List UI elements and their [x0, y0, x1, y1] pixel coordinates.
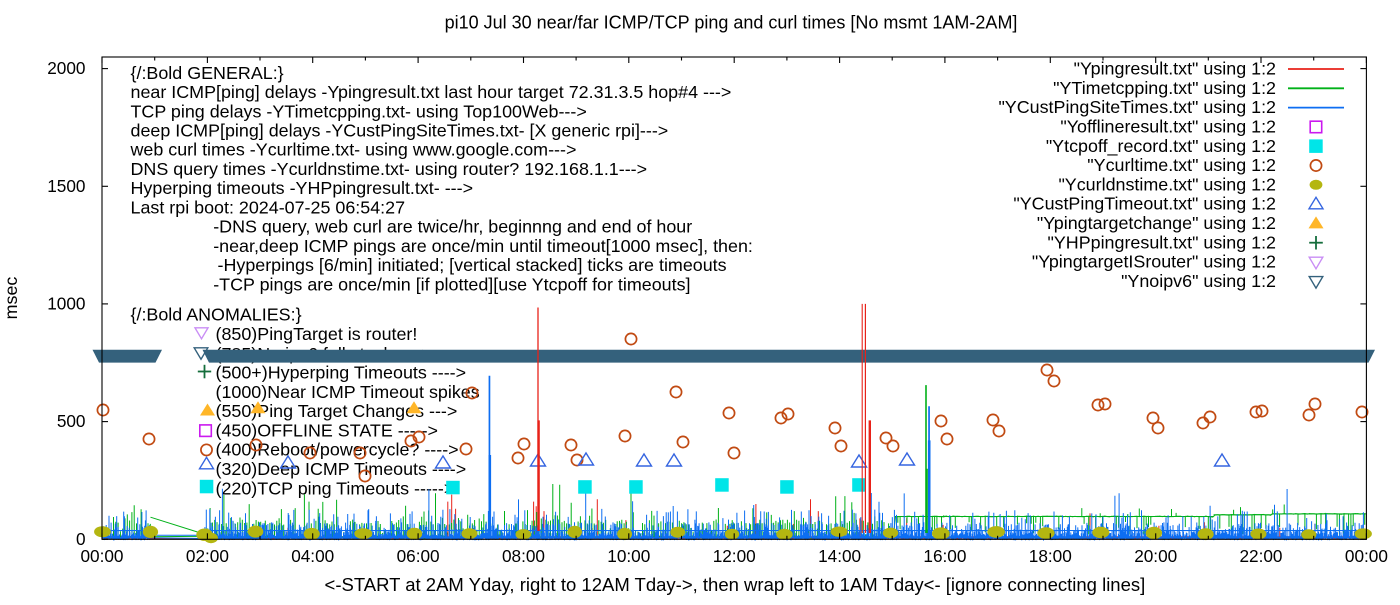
svg-text:10:00: 10:00 — [607, 546, 650, 566]
svg-text:16:00: 16:00 — [923, 546, 966, 566]
svg-text:(500+)Hyperping Timeouts ---->: (500+)Hyperping Timeouts ----> — [216, 363, 467, 383]
svg-text:(450)OFFLINE STATE ----->: (450)OFFLINE STATE -----> — [216, 420, 439, 440]
svg-text:"Yofflineresult.txt" using 1:2: "Yofflineresult.txt" using 1:2 — [1060, 117, 1276, 137]
svg-text:"YTimetcpping.txt" using 1:2: "YTimetcpping.txt" using 1:2 — [1053, 78, 1276, 98]
svg-text:(550)Ping Target Changes --->: (550)Ping Target Changes ---> — [216, 401, 458, 421]
svg-text:22:00: 22:00 — [1239, 546, 1282, 566]
svg-text:pi10 Jul 30 near/far ICMP/TCP: pi10 Jul 30 near/far ICMP/TCP ping and c… — [445, 13, 1018, 33]
svg-text:"Ypingtargetchange" using 1:2: "Ypingtargetchange" using 1:2 — [1037, 213, 1276, 233]
svg-text:1500: 1500 — [47, 176, 85, 196]
svg-text:500: 500 — [57, 411, 86, 431]
svg-text:"YHPpingresult.txt" using 1:2: "YHPpingresult.txt" using 1:2 — [1048, 232, 1277, 252]
svg-text:12:00: 12:00 — [713, 546, 756, 566]
svg-text:06:00: 06:00 — [397, 546, 440, 566]
svg-text:<-START at 2AM Yday, right to: <-START at 2AM Yday, right to 12AM Tday-… — [325, 574, 1146, 595]
svg-text:TCP ping delays -YTimetcpping.: TCP ping delays -YTimetcpping.txt- using… — [131, 101, 587, 121]
svg-text:(1000)Near ICMP Timeout spikes: (1000)Near ICMP Timeout spikes — [216, 382, 480, 402]
svg-text:near ICMP[ping] delays -Ypingr: near ICMP[ping] delays -Ypingresult.txt … — [131, 82, 732, 102]
svg-text:web curl times -Ycurltime.txt-: web curl times -Ycurltime.txt- using www… — [130, 140, 577, 160]
svg-text:{/:Bold ANOMALIES:}: {/:Bold ANOMALIES:} — [131, 305, 302, 325]
svg-text:deep ICMP[ping] delays -YCustP: deep ICMP[ping] delays -YCustPingSiteTim… — [131, 121, 669, 141]
svg-text:-DNS query, web curl are twice: -DNS query, web curl are twice/hr, begin… — [213, 217, 692, 237]
svg-text:0: 0 — [76, 529, 86, 549]
svg-text:18:00: 18:00 — [1029, 546, 1072, 566]
svg-text:"Ytcpoff_record.txt" using 1:2: "Ytcpoff_record.txt" using 1:2 — [1046, 136, 1276, 157]
svg-text:02:00: 02:00 — [186, 546, 229, 566]
svg-text:Hyperping timeouts -YHPpingres: Hyperping timeouts -YHPpingresult.txt- -… — [131, 178, 474, 198]
svg-text:-Hyperpings [6/min] initiated;: -Hyperpings [6/min] initiated; [vertical… — [218, 255, 727, 275]
svg-text:DNS query times -Ycurldnstime.: DNS query times -Ycurldnstime.txt- using… — [131, 159, 648, 179]
svg-text:(320)Deep ICMP Timeouts ---->: (320)Deep ICMP Timeouts ----> — [216, 459, 467, 479]
svg-text:Last rpi boot: 2024-07-25 06:5: Last rpi boot: 2024-07-25 06:54:27 — [131, 197, 406, 217]
svg-text:"Ypingresult.txt" using 1:2: "Ypingresult.txt" using 1:2 — [1074, 59, 1276, 79]
svg-text:(850)PingTarget is router!: (850)PingTarget is router! — [216, 324, 418, 344]
svg-text:"Ynoipv6" using 1:2: "Ynoipv6" using 1:2 — [1121, 271, 1276, 291]
svg-text:20:00: 20:00 — [1134, 546, 1177, 566]
svg-text:-near,deep ICMP pings are once: -near,deep ICMP pings are once/min until… — [213, 236, 753, 256]
svg-text:08:00: 08:00 — [502, 546, 545, 566]
svg-text:"YpingtargetISrouter" using 1:: "YpingtargetISrouter" using 1:2 — [1032, 252, 1276, 272]
svg-text:-TCP pings are once/min [if pl: -TCP pings are once/min [if plotted][use… — [213, 274, 690, 294]
svg-text:14:00: 14:00 — [818, 546, 861, 566]
svg-text:msec: msec — [1, 277, 21, 320]
svg-text:04:00: 04:00 — [291, 546, 334, 566]
svg-text:2000: 2000 — [47, 58, 85, 78]
svg-text:"YCustPingTimeout.txt" using 1: "YCustPingTimeout.txt" using 1:2 — [1013, 194, 1276, 214]
svg-text:1000: 1000 — [47, 294, 85, 314]
svg-text:"Ycurltime.txt" using 1:2: "Ycurltime.txt" using 1:2 — [1087, 155, 1276, 175]
svg-text:(400)Reboot/powercycle? ---->: (400)Reboot/powercycle? ----> — [216, 440, 459, 460]
svg-text:00:00: 00:00 — [1345, 546, 1388, 566]
svg-text:(220)TCP ping Timeouts ----->: (220)TCP ping Timeouts -----> — [216, 478, 455, 498]
svg-text:{/:Bold GENERAL:}: {/:Bold GENERAL:} — [131, 63, 284, 83]
svg-text:"YCustPingSiteTimes.txt" using: "YCustPingSiteTimes.txt" using 1:2 — [998, 97, 1276, 117]
svg-text:"Ycurldnstime.txt" using 1:2: "Ycurldnstime.txt" using 1:2 — [1058, 174, 1276, 194]
svg-text:00:00: 00:00 — [80, 546, 123, 566]
